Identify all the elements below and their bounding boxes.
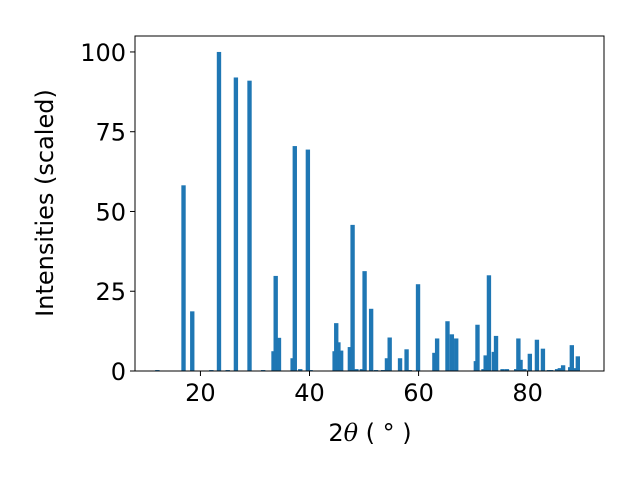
bar	[481, 369, 486, 371]
bar	[572, 368, 578, 371]
bar	[493, 335, 499, 371]
bar	[516, 338, 521, 371]
x-tick-label: 80	[512, 379, 543, 407]
y-tick-label: 25	[95, 278, 126, 306]
bar	[359, 369, 365, 371]
x-axis-ticks: 20 40 60 80	[185, 371, 543, 407]
bar	[404, 349, 409, 371]
bar	[397, 358, 403, 371]
bar	[298, 369, 303, 371]
bar	[334, 323, 339, 371]
x-tick-label: 20	[185, 379, 216, 407]
bar	[350, 224, 355, 371]
x-tick-label: 60	[403, 379, 434, 407]
bar	[569, 345, 574, 371]
bar	[292, 146, 297, 371]
bar	[454, 338, 459, 371]
y-tick-label: 0	[111, 358, 126, 386]
bar	[305, 149, 311, 371]
bar	[504, 369, 510, 371]
x-axis-label-suffix: ( ° )	[358, 419, 412, 447]
y-axis-ticks: 0 25 50 75 100	[80, 39, 135, 386]
bar	[522, 369, 527, 371]
bar	[216, 51, 222, 371]
bar	[276, 337, 282, 371]
y-tick-label: 50	[95, 198, 126, 226]
bar	[434, 338, 440, 371]
x-axis-label-prefix: 2	[328, 419, 343, 447]
bar	[415, 284, 421, 371]
bar-series	[155, 51, 580, 372]
y-tick-label: 75	[95, 119, 126, 147]
bar	[560, 365, 566, 371]
bar	[557, 368, 563, 371]
bar	[540, 348, 546, 371]
bar	[527, 353, 533, 371]
bar	[190, 311, 195, 371]
bar	[518, 359, 523, 371]
bar	[387, 337, 392, 371]
bar	[247, 80, 252, 372]
bar	[347, 347, 353, 371]
bar	[368, 308, 374, 371]
bar	[362, 271, 367, 371]
bar	[500, 369, 505, 371]
bar	[483, 355, 488, 371]
bar	[233, 77, 239, 371]
bar	[449, 334, 455, 371]
bar	[336, 342, 341, 371]
y-tick-label: 100	[80, 39, 126, 67]
bar	[554, 369, 560, 371]
x-tick-label: 40	[294, 379, 325, 407]
bar	[273, 275, 278, 371]
bar	[486, 275, 492, 371]
x-axis-label-symbol: θ	[344, 419, 359, 447]
bar	[475, 324, 480, 371]
bar	[338, 350, 344, 371]
bar	[575, 356, 580, 371]
bar	[534, 339, 540, 371]
bar	[384, 358, 390, 371]
bar	[290, 358, 295, 371]
y-axis-label: Intensities (scaled)	[31, 89, 59, 317]
bar	[432, 352, 437, 371]
x-axis-label: 2θ ( ° )	[328, 419, 411, 447]
bar	[181, 185, 186, 371]
bar	[354, 369, 359, 371]
plot-frame	[134, 35, 605, 372]
bar	[445, 321, 450, 371]
